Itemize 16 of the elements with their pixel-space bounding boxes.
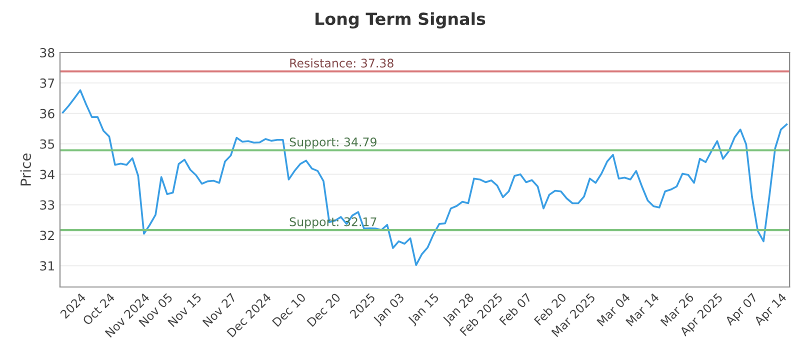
ref-line-label: Support: 34.79 [290, 138, 376, 149]
x-tick-label: Dec 20 [306, 292, 341, 327]
y-tick-label: 36 [40, 108, 54, 118]
y-tick-label: 33 [40, 200, 54, 210]
y-tick-label: 37 [40, 78, 54, 88]
x-tick-label: Dec 10 [272, 292, 306, 327]
y-tick-label: 35 [40, 139, 54, 149]
x-tick-label: Jan 15 [407, 292, 441, 326]
chart-title: Long Term Signals [316, 12, 486, 29]
y-tick-label: 38 [40, 48, 54, 58]
y-tick-label: 32 [40, 230, 54, 240]
ref-line-label: Resistance: 37.38 [290, 58, 394, 68]
line-series [62, 89, 788, 266]
y-tick-label: 34 [40, 170, 54, 180]
y-axis-title: Price [20, 154, 31, 186]
y-tick-label: 31 [40, 261, 54, 271]
